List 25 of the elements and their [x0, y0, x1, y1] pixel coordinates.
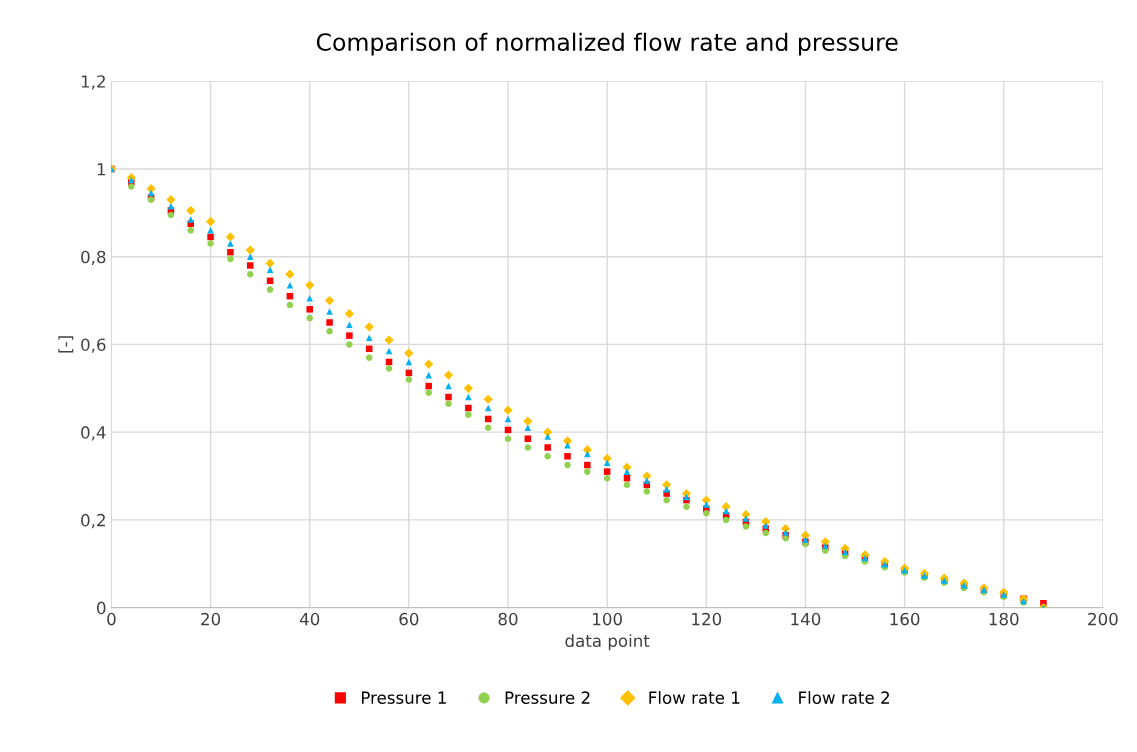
y-tick-label: 0	[97, 601, 106, 615]
x-tick-label: 20	[201, 612, 221, 626]
y-tick-label: 0,6	[81, 338, 106, 353]
y-tick-label: 0,4	[81, 426, 106, 441]
x-tick-label: 60	[399, 612, 419, 626]
x-axis-title: data point	[565, 634, 650, 651]
x-tick-label: 80	[498, 612, 518, 626]
legend-label: Flow rate 1	[649, 691, 740, 704]
x-tick-label: 0	[107, 612, 116, 626]
chart-title: Comparison of normalized flow rate and pressure	[316, 32, 898, 56]
y-tick-label: 1	[97, 163, 106, 176]
x-tick-label: 100	[593, 612, 622, 626]
x-tick-label: 160	[890, 612, 920, 626]
legend-label: Pressure 2	[505, 691, 590, 704]
x-tick-label: 40	[299, 612, 320, 626]
x-tick-label: 200	[1088, 612, 1118, 626]
x-tick-label: 120	[692, 612, 722, 626]
legend-label: Flow rate 2	[799, 691, 889, 704]
x-tick-label: 180	[989, 612, 1019, 626]
y-tick-label: 0,2	[81, 513, 105, 529]
y-tick-label: 0,8	[81, 250, 106, 265]
y-tick-label: 1,2	[81, 75, 105, 90]
legend-label: Pressure 1	[361, 691, 446, 704]
y-axis-title: [-]	[58, 336, 74, 353]
x-tick-label: 140	[791, 612, 821, 626]
